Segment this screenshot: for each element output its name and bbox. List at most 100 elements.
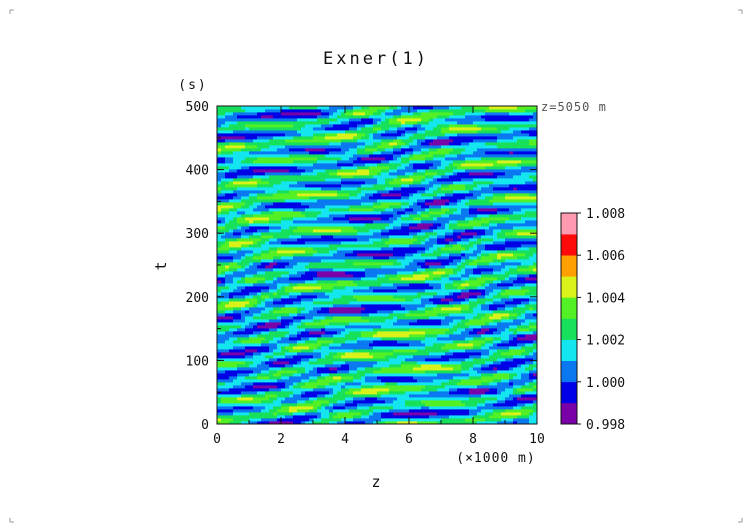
heatmap-cell [385,376,390,380]
heatmap-cell [217,256,222,260]
heatmap-cell [321,262,326,266]
heatmap-cell [357,358,362,362]
heatmap-cell [429,268,434,272]
heatmap-cell [437,289,442,293]
heatmap-cell [317,259,322,263]
heatmap-cell [281,289,286,293]
heatmap-cell [277,334,282,338]
heatmap-cell [365,301,370,305]
heatmap-cell [393,415,398,419]
heatmap-cell [349,406,354,410]
heatmap-cell [329,355,334,359]
heatmap-cell [245,361,250,365]
heatmap-cell [397,244,402,248]
heatmap-cell [397,340,402,344]
heatmap-cell [313,370,318,374]
heatmap-cell [341,247,346,251]
heatmap-cell [317,286,322,290]
heatmap-cell [265,289,270,293]
heatmap-cell [225,241,230,245]
heatmap-cell [517,256,522,260]
heatmap-cell [505,355,510,359]
heatmap-cell [457,331,462,335]
heatmap-cell [217,421,222,425]
heatmap-cell [521,274,526,278]
heatmap-cell [349,241,354,245]
heatmap-cell [433,322,438,326]
heatmap-cell [333,328,338,332]
heatmap-cell [253,400,258,404]
heatmap-cell [245,340,250,344]
heatmap-cell [445,334,450,338]
heatmap-cell [425,355,430,359]
heatmap-cell [485,277,490,281]
heatmap-cell [433,367,438,371]
heatmap-cell [269,238,274,242]
heatmap-cell [513,250,518,254]
heatmap-cell [333,301,338,305]
heatmap-cell [461,394,466,398]
heatmap-cell [521,397,526,401]
heatmap-cell [529,397,534,401]
heatmap-cell [505,388,510,392]
heatmap-cell [333,400,338,404]
heatmap-cell [365,307,370,311]
heatmap-cell [465,397,470,401]
heatmap-cell [513,358,518,362]
heatmap-cell [473,337,478,341]
heatmap-cell [357,274,362,278]
heatmap-cell [361,247,366,251]
heatmap-cell [297,262,302,266]
heatmap-cell [345,280,350,284]
heatmap-cell [337,337,342,341]
heatmap-cell [477,358,482,362]
heatmap-cell [345,256,350,260]
heatmap-cell [473,334,478,338]
heatmap-cell [269,367,274,371]
heatmap-cell [217,268,222,272]
heatmap-cell [313,247,318,251]
heatmap-cell [469,385,474,389]
heatmap-cell [525,313,530,317]
heatmap-cell [321,415,326,419]
heatmap-cell [497,361,502,365]
heatmap-cell [325,250,330,254]
heatmap-cell [237,268,242,272]
heatmap-cell [385,373,390,377]
heatmap-cell [245,235,250,239]
heatmap-cell [357,421,362,425]
heatmap-cell [497,373,502,377]
heatmap-cell [509,322,514,326]
heatmap-cell [457,313,462,317]
heatmap-cell [233,247,238,251]
heatmap-cell [337,358,342,362]
heatmap-cell [253,421,258,425]
heatmap-cell [481,376,486,380]
heatmap-cell [513,238,518,242]
heatmap-cell [365,274,370,278]
heatmap-cell [297,346,302,350]
heatmap-cell [521,385,526,389]
heatmap-cell [241,304,246,308]
heatmap-cell [409,298,414,302]
heatmap-cell [389,289,394,293]
heatmap-cell [517,268,522,272]
heatmap-cell [309,397,314,401]
heatmap-cell [333,313,338,317]
heatmap-cell [405,331,410,335]
heatmap-cell [297,397,302,401]
heatmap-cell [241,250,246,254]
heatmap-cell [257,301,262,305]
heatmap-cell [365,346,370,350]
heatmap-cell [409,355,414,359]
heatmap-cell [433,268,438,272]
heatmap-cell [453,364,458,368]
heatmap-cell [505,409,510,413]
heatmap-cell [265,307,270,311]
heatmap-cell [265,418,270,422]
heatmap-cell [369,331,374,335]
heatmap-cell [289,283,294,287]
heatmap-cell [249,382,254,386]
heatmap-cell [457,397,462,401]
heatmap-cell [313,265,318,269]
